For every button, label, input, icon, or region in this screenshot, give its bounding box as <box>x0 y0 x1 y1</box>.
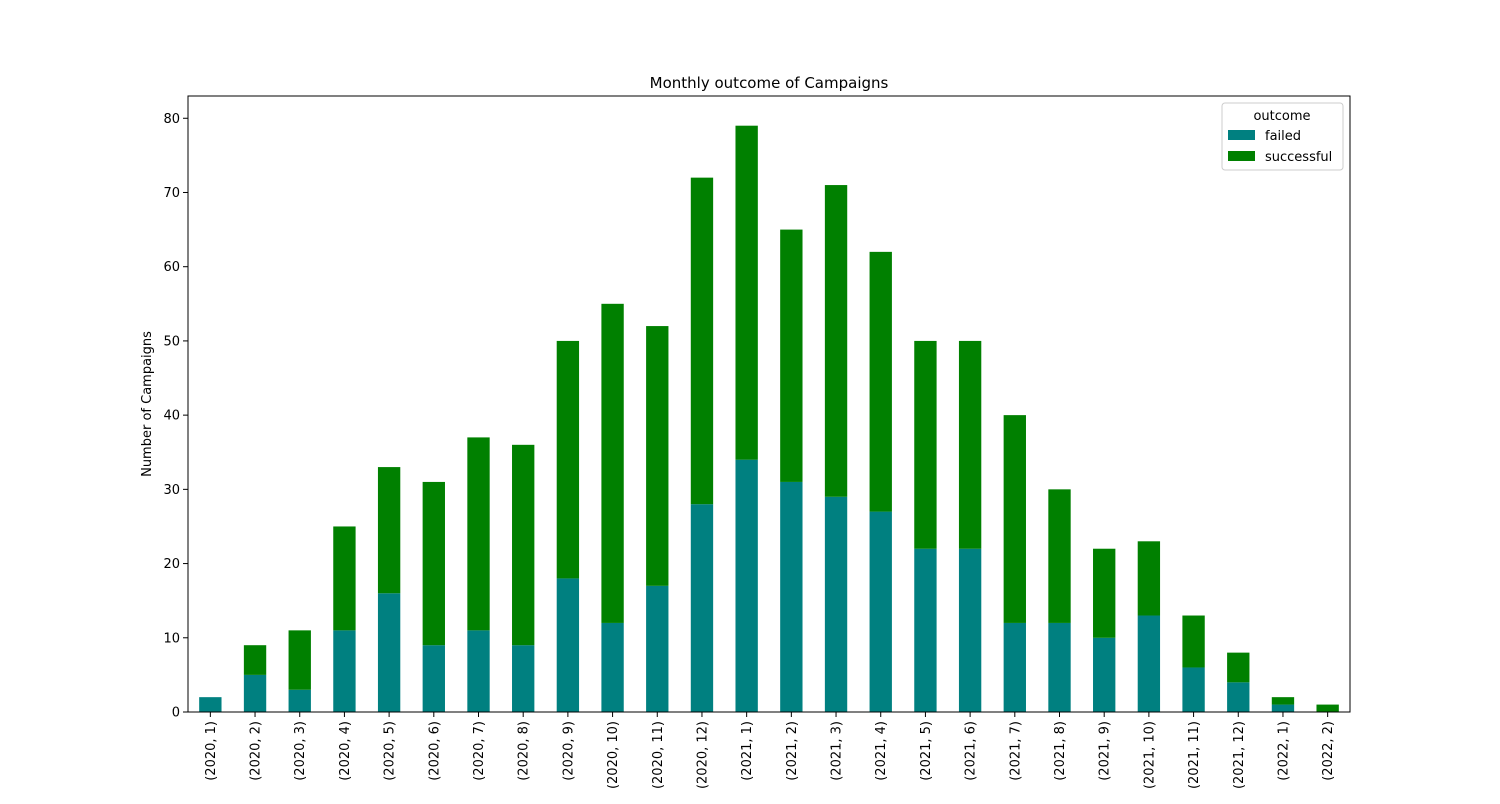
bar-successful-2 <box>243 645 267 675</box>
x-tick-label-20: (2021, 8) <box>1053 721 1068 781</box>
bar-successful-13 <box>735 125 758 460</box>
x-tick-label-25: (2022, 1) <box>1276 721 1291 781</box>
bar-successful-18 <box>958 340 982 549</box>
bar-failed-19 <box>1003 622 1026 712</box>
legend-label-successful: successful <box>1265 150 1332 165</box>
bar-successful-10 <box>601 303 624 623</box>
bar-failed-10 <box>601 622 624 712</box>
y-tick-label-10: 10 <box>163 631 180 646</box>
bar-successful-23 <box>1182 615 1205 668</box>
y-tick-label-70: 70 <box>163 186 180 201</box>
bar-failed-4 <box>333 630 356 712</box>
bar-failed-24 <box>1227 682 1250 712</box>
bars-layer <box>199 125 1339 712</box>
x-tick-label-10: (2020, 10) <box>606 721 621 789</box>
bar-successful-24 <box>1227 652 1250 683</box>
bar-failed-2 <box>243 674 267 712</box>
bar-failed-16 <box>869 511 892 712</box>
bar-failed-8 <box>512 645 535 712</box>
y-tick-label-80: 80 <box>163 112 180 127</box>
bar-failed-3 <box>288 689 311 712</box>
x-tick-label-6: (2020, 6) <box>427 721 442 781</box>
x-tick-label-2: (2020, 2) <box>249 721 264 781</box>
chart-title: Monthly outcome of Campaigns <box>650 74 889 92</box>
bar-failed-15 <box>824 496 848 712</box>
x-tick-label-19: (2021, 7) <box>1008 721 1023 781</box>
bar-failed-7 <box>467 630 490 712</box>
x-tick-label-17: (2021, 5) <box>919 721 934 781</box>
bar-successful-20 <box>1048 489 1071 623</box>
bar-successful-9 <box>556 340 580 579</box>
bar-failed-9 <box>556 578 580 712</box>
x-tick-label-4: (2020, 4) <box>338 721 353 781</box>
bar-successful-16 <box>869 251 892 512</box>
y-axis-label: Number of Campaigns <box>140 331 155 477</box>
bar-failed-18 <box>958 548 982 712</box>
bar-successful-22 <box>1137 541 1161 616</box>
bar-successful-7 <box>467 437 490 631</box>
x-tick-label-21: (2021, 9) <box>1098 721 1113 781</box>
y-tick-label-30: 30 <box>163 483 180 498</box>
y-tick-label-20: 20 <box>163 557 180 572</box>
bar-successful-19 <box>1003 415 1026 623</box>
bar-failed-1 <box>199 697 222 712</box>
legend-label-failed: failed <box>1265 129 1301 144</box>
bar-failed-13 <box>735 459 758 712</box>
bar-successful-6 <box>422 481 445 646</box>
bar-failed-6 <box>422 645 445 712</box>
bar-successful-4 <box>333 526 356 631</box>
x-tick-label-18: (2021, 6) <box>964 721 979 781</box>
bar-successful-21 <box>1093 548 1116 638</box>
x-tick-label-14: (2021, 2) <box>785 721 800 781</box>
bar-successful-8 <box>512 444 535 646</box>
legend-title: outcome <box>1253 109 1310 124</box>
bar-successful-25 <box>1271 697 1295 705</box>
x-tick-label-7: (2020, 7) <box>472 721 487 781</box>
bar-successful-5 <box>377 467 401 594</box>
x-tick-label-13: (2021, 1) <box>740 721 755 781</box>
x-tick-label-23: (2021, 11) <box>1187 721 1202 789</box>
bar-successful-11 <box>646 326 669 586</box>
bar-successful-26 <box>1316 704 1339 712</box>
y-axis: 0 10 20 30 40 50 60 70 80 <box>163 112 188 721</box>
x-tick-label-12: (2020, 12) <box>695 721 710 789</box>
bar-failed-14 <box>780 481 803 712</box>
legend-swatch-failed <box>1228 130 1255 140</box>
bar-failed-23 <box>1182 667 1205 712</box>
bar-failed-12 <box>690 504 714 712</box>
bar-successful-12 <box>690 177 714 505</box>
bar-successful-3 <box>288 630 311 690</box>
bar-successful-15 <box>824 185 848 497</box>
x-tick-label-16: (2021, 4) <box>874 721 889 781</box>
bar-successful-17 <box>914 340 937 549</box>
bar-failed-5 <box>377 593 401 712</box>
y-tick-label-0: 0 <box>172 706 180 721</box>
legend-swatch-successful <box>1228 151 1255 161</box>
legend: outcome failed successful <box>1221 102 1344 171</box>
bar-failed-25 <box>1271 704 1295 712</box>
y-tick-label-40: 40 <box>163 409 180 424</box>
x-tick-label-15: (2021, 3) <box>830 721 845 781</box>
x-tick-label-24: (2021, 12) <box>1232 721 1247 789</box>
bar-failed-11 <box>646 585 669 712</box>
bar-successful-14 <box>780 229 803 482</box>
x-tick-label-3: (2020, 3) <box>293 721 308 781</box>
x-tick-label-9: (2020, 9) <box>561 721 576 781</box>
bar-failed-21 <box>1093 637 1116 712</box>
bar-failed-17 <box>914 548 937 712</box>
bar-failed-20 <box>1048 622 1071 712</box>
x-axis: (2020, 1) (2020, 2) (2020, 3) (2020, 4) (202… <box>204 712 1336 789</box>
x-tick-label-22: (2021, 10) <box>1142 721 1157 789</box>
plot-frame <box>187 95 1351 713</box>
x-tick-label-1: (2020, 1) <box>204 721 219 781</box>
x-tick-label-5: (2020, 5) <box>383 721 398 781</box>
x-tick-label-11: (2020, 11) <box>651 721 666 789</box>
y-tick-label-50: 50 <box>163 334 180 349</box>
x-tick-label-8: (2020, 8) <box>517 721 532 781</box>
bar-failed-22 <box>1137 615 1161 712</box>
y-tick-label-60: 60 <box>163 260 180 275</box>
x-tick-label-26: (2022, 2) <box>1321 721 1336 781</box>
